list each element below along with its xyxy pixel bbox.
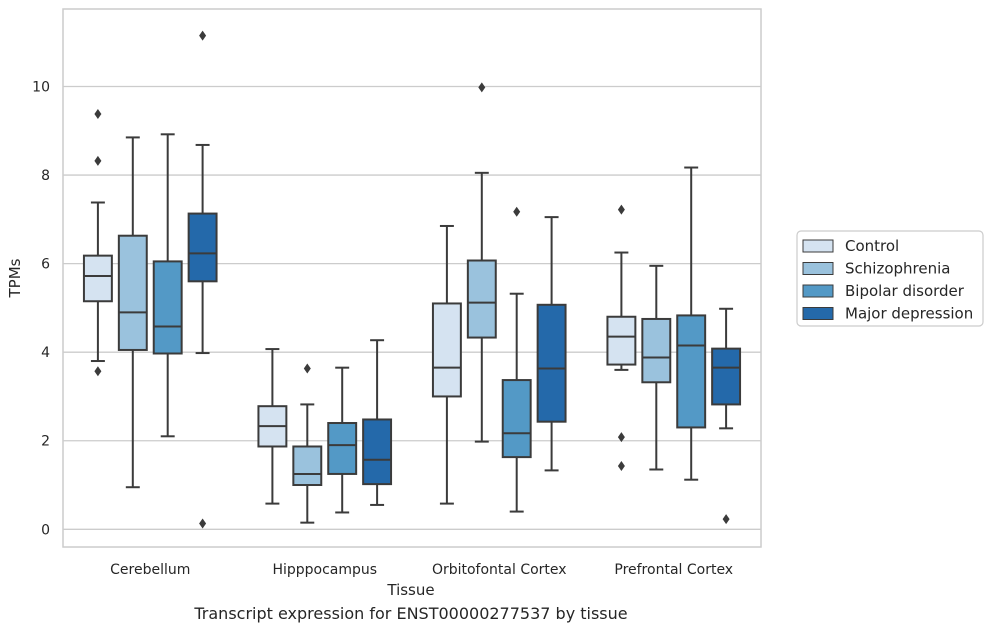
box-schizophrenia-1: [292, 363, 323, 524]
box-iqr: [327, 422, 358, 475]
legend-swatch: [802, 307, 834, 320]
x-tick-label: Prefrontal Cortex: [614, 562, 733, 578]
y-tick-label: 8: [41, 168, 50, 184]
y-tick-label: 10: [32, 79, 50, 95]
box-control-2: [431, 224, 462, 505]
legend-item: Control: [802, 237, 899, 255]
box-iqr: [117, 234, 148, 351]
box-major-depression-0: [187, 30, 218, 529]
box-bipolar-disorder-0: [152, 133, 183, 438]
outlier-point: [94, 155, 102, 166]
legend-item: Schizophrenia: [802, 260, 950, 278]
legend-item: Bipolar disorder: [802, 282, 965, 300]
box-bipolar-disorder-2: [501, 206, 532, 513]
box-control-0: [82, 108, 113, 377]
outlier-point: [199, 30, 207, 41]
box-iqr: [711, 347, 742, 406]
figure-caption: Transcript expression for ENST0000027753…: [194, 604, 628, 623]
box-schizophrenia-2: [466, 82, 497, 443]
box-major-depression-2: [536, 216, 567, 472]
outlier-point: [94, 108, 102, 119]
box-iqr: [536, 303, 567, 423]
y-axis-ticks: 0 2 4 6 8 10: [32, 79, 50, 538]
box-bipolar-disorder-1: [327, 366, 358, 514]
box-iqr: [82, 254, 113, 303]
x-tick-label: Hipppocampus: [272, 562, 377, 578]
box-iqr: [676, 314, 707, 429]
legend-label: Schizophrenia: [845, 260, 950, 278]
legend-swatch: [802, 262, 834, 275]
box-iqr: [641, 317, 672, 384]
box-major-depression-1: [362, 339, 393, 506]
y-axis-label: TPMs: [6, 258, 24, 298]
legend: Control Schizophrenia Bipolar disorder Majo…: [796, 230, 984, 327]
y-tick-label: 0: [41, 522, 50, 538]
box-iqr: [466, 259, 497, 339]
outlier-point: [513, 206, 521, 217]
y-tick-label: 6: [41, 257, 50, 273]
outlier-point: [303, 363, 311, 374]
legend-swatch: [802, 284, 834, 298]
box-control-1: [257, 348, 288, 505]
box-iqr: [152, 260, 183, 355]
box-iqr: [362, 418, 393, 486]
legend-item: Major depression: [802, 305, 973, 323]
boxes-layer: [82, 30, 742, 529]
x-axis-ticks: Cerebellum Hipppocampus Orbitofontal Corte…: [110, 562, 733, 578]
x-axis-label: Tissue: [386, 581, 434, 599]
box-control-3: [606, 204, 637, 471]
legend-swatch: [802, 239, 834, 253]
y-tick-label: 2: [41, 434, 50, 450]
outlier-point: [478, 82, 486, 93]
outlier-point: [94, 366, 102, 377]
outlier-point: [617, 432, 625, 443]
x-tick-label: Orbitofontal Cortex: [432, 562, 567, 578]
legend-label: Control: [845, 237, 899, 255]
outlier-point: [617, 204, 625, 215]
y-tick-label: 4: [41, 345, 50, 361]
box-major-depression-3: [711, 307, 742, 525]
plot-area-frame: [62, 8, 762, 548]
box-iqr: [501, 379, 532, 459]
box-iqr: [187, 212, 218, 283]
box-iqr: [292, 445, 323, 487]
box-iqr: [431, 302, 462, 398]
box-schizophrenia-3: [641, 264, 672, 471]
outlier-point: [722, 514, 730, 525]
legend-frame: [796, 230, 984, 327]
box-iqr: [606, 315, 637, 366]
box-bipolar-disorder-3: [676, 166, 707, 481]
outlier-point: [617, 460, 625, 471]
legend-label: Major depression: [845, 305, 973, 323]
box-schizophrenia-0: [117, 136, 148, 489]
legend-label: Bipolar disorder: [845, 282, 965, 300]
outlier-point: [199, 518, 207, 529]
x-tick-label: Cerebellum: [110, 562, 190, 578]
